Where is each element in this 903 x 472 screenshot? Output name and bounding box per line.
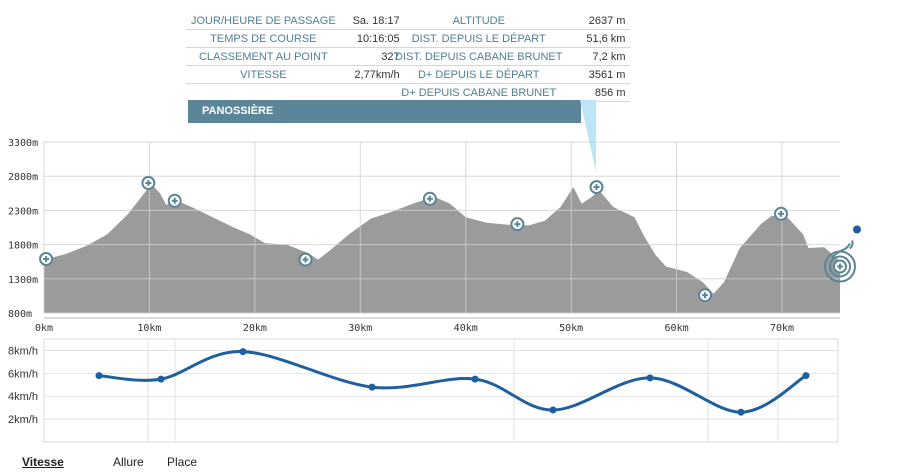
info-row: DIST. DEPUIS CABANE BRUNET 7,2 km — [390, 47, 631, 66]
speed-point[interactable] — [737, 408, 745, 416]
speed-chart-frame — [43, 338, 839, 443]
y-tick-label: 3300m — [8, 138, 38, 149]
info-row: DIST. DEPUIS LE DÉPART 51,6 km — [390, 29, 631, 48]
x-tick-label: 10km — [137, 323, 161, 334]
speed-point[interactable] — [239, 348, 247, 356]
x-tick-label: 20km — [243, 323, 267, 334]
checkpoint-marker[interactable] — [422, 191, 437, 206]
info-label: DIST. DEPUIS LE DÉPART — [390, 29, 568, 48]
checkpoint-info-table-right: ALTITUDE 2637 m DIST. DEPUIS LE DÉPART 51,… — [390, 12, 631, 102]
checkpoint-marker[interactable] — [774, 206, 788, 221]
y-tick-label: 800m — [8, 309, 32, 320]
speed-point[interactable] — [95, 372, 103, 380]
info-label: JOUR/HEURE DE PASSAGE — [186, 12, 341, 30]
y-tick-label: 1800m — [8, 241, 38, 252]
checkpoint-marker[interactable] — [39, 252, 54, 266]
x-tick-label: 50km — [559, 323, 583, 334]
speed-line — [98, 350, 807, 414]
checkpoint-marker[interactable] — [698, 288, 712, 303]
info-label: D+ DEPUIS LE DÉPART — [390, 65, 568, 84]
tab-place[interactable]: Place — [167, 455, 198, 469]
x-tick-label: 70km — [770, 323, 794, 334]
info-label: D+ DEPUIS CABANE BRUNET — [390, 83, 568, 102]
y-tick-label: 6km/h — [8, 368, 38, 380]
speed-point[interactable] — [471, 375, 479, 383]
info-row: CLASSEMENT AU POINT 327 — [186, 47, 405, 66]
elevation-area — [44, 184, 840, 313]
info-value: 10:16:05 — [340, 29, 405, 48]
checkpoint-info-table-left: JOUR/HEURE DE PASSAGE Sa. 18:17 TEMPS DE … — [186, 12, 405, 84]
tab-vitesse[interactable]: Vitesse — [22, 455, 64, 469]
info-value: 856 m — [567, 83, 631, 102]
checkpoint-pointer — [580, 100, 596, 172]
y-tick-label: 8km/h — [8, 345, 38, 357]
info-row: D+ DEPUIS LE DÉPART 3561 m — [390, 65, 631, 84]
y-tick-label: 1300m — [8, 275, 38, 286]
checkpoint-marker[interactable] — [589, 180, 604, 195]
info-label: TEMPS DE COURSE — [186, 29, 341, 48]
y-tick-label: 2300m — [8, 206, 38, 217]
info-row: ALTITUDE 2637 m — [390, 12, 631, 30]
info-value: 7,2 km — [567, 47, 631, 66]
info-label: ALTITUDE — [390, 12, 568, 30]
x-tick-label: 0km — [35, 323, 53, 334]
info-value: Sa. 18:17 — [340, 12, 405, 30]
info-label: CLASSEMENT AU POINT — [186, 47, 341, 66]
info-label: VITESSE — [186, 65, 341, 84]
finish-marker[interactable] — [824, 250, 856, 283]
speed-point[interactable] — [802, 372, 810, 380]
runner-position-icon — [831, 225, 861, 259]
checkpoint-marker[interactable] — [510, 217, 525, 232]
speed-point[interactable] — [368, 383, 376, 391]
checkpoint-marker[interactable] — [298, 252, 313, 267]
tab-allure[interactable]: Allure — [113, 455, 144, 469]
y-tick-label: 2km/h — [8, 414, 38, 426]
speed-chart[interactable]: 8km/h 6km/h 4km/h 2km/h — [0, 336, 903, 450]
speed-point[interactable] — [646, 374, 654, 382]
x-tick-label: 60km — [665, 323, 689, 334]
checkpoint-marker[interactable] — [141, 176, 156, 190]
y-tick-label: 2800m — [8, 172, 38, 183]
speed-point[interactable] — [157, 375, 165, 383]
info-row: D+ DEPUIS CABANE BRUNET 856 m — [390, 83, 631, 102]
speed-point[interactable] — [549, 406, 557, 414]
info-value: 2,77km/h — [340, 65, 405, 84]
info-value: 2637 m — [567, 12, 631, 30]
x-tick-label: 40km — [454, 323, 478, 334]
info-value: 51,6 km — [567, 29, 631, 48]
info-row: TEMPS DE COURSE 10:16:05 — [186, 29, 405, 48]
checkpoint-marker[interactable] — [167, 193, 182, 208]
x-tick-label: 30km — [348, 323, 372, 334]
info-value: 3561 m — [567, 65, 631, 84]
info-row: VITESSE 2,77km/h — [186, 65, 405, 84]
checkpoint-name-banner: PANOSSIÈRE — [188, 100, 581, 123]
info-row: JOUR/HEURE DE PASSAGE Sa. 18:17 — [186, 12, 405, 30]
info-label: DIST. DEPUIS CABANE BRUNET — [390, 47, 568, 66]
y-tick-label: 4km/h — [8, 391, 38, 403]
